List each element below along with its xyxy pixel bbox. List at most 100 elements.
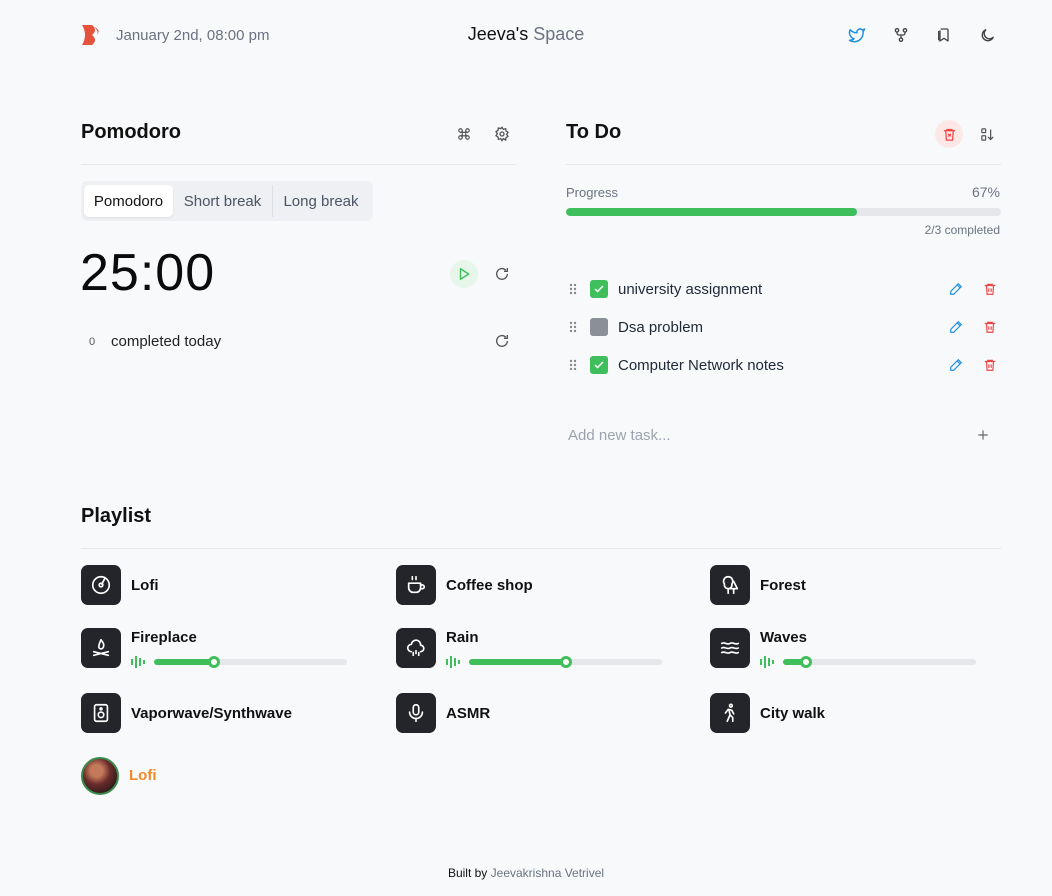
- trash-x-icon: [943, 128, 955, 141]
- trash-icon: [984, 283, 996, 295]
- rotate-icon: [496, 334, 508, 347]
- trash-icon: [984, 359, 996, 371]
- volume-control: [760, 656, 976, 668]
- microphone-icon: [396, 693, 436, 733]
- tab-short-break[interactable]: Short break: [183, 192, 262, 210]
- playlist-item-name: Waves: [760, 628, 807, 646]
- task-text: university assignment: [618, 280, 763, 298]
- volume-slider-knob[interactable]: [800, 656, 813, 668]
- drag-handle-icon[interactable]: [566, 358, 580, 372]
- sort-icon: [980, 127, 994, 141]
- plus-icon: [978, 430, 988, 440]
- volume-slider-knob[interactable]: [559, 656, 572, 668]
- clear-tasks-button[interactable]: [935, 120, 963, 148]
- campfire-icon: [81, 628, 121, 668]
- playlist-item[interactable]: Waves: [710, 628, 807, 668]
- sort-tasks-button[interactable]: [973, 120, 1001, 148]
- play-button[interactable]: [450, 260, 478, 288]
- check-icon: [594, 361, 604, 369]
- edit-task-button[interactable]: [944, 353, 968, 377]
- cloud-rain-icon: [396, 628, 436, 668]
- volume-slider-knob[interactable]: [207, 656, 220, 668]
- playlist-title: Playlist: [81, 505, 152, 527]
- playlist-item[interactable]: City walk: [710, 693, 825, 733]
- site-title-main: Jeeva's: [467, 24, 529, 44]
- add-task-button[interactable]: [973, 425, 993, 445]
- volume-slider-fill: [469, 659, 566, 665]
- vinyl-icon: [81, 565, 121, 605]
- bookmarks-icon[interactable]: [934, 25, 954, 45]
- playlist-item[interactable]: Rain: [396, 628, 479, 668]
- tab-separator: [272, 185, 273, 217]
- playlist-item[interactable]: ASMR: [396, 693, 490, 733]
- task-row: Dsa problem: [566, 313, 1002, 341]
- volume-slider-fill: [783, 659, 807, 665]
- volume-slider[interactable]: [783, 656, 976, 668]
- tab-pomodoro[interactable]: Pomodoro: [84, 185, 173, 217]
- playlist-item[interactable]: Coffee shop: [396, 565, 533, 605]
- todo-title: To Do: [566, 121, 622, 143]
- completed-count: 0: [89, 336, 96, 348]
- task-checkbox[interactable]: [590, 318, 608, 336]
- command-icon[interactable]: [450, 120, 478, 148]
- rotate-icon: [496, 267, 508, 280]
- task-checkbox[interactable]: [590, 280, 608, 298]
- play-icon: [459, 268, 470, 280]
- volume-slider[interactable]: [154, 656, 347, 668]
- task-checkbox[interactable]: [590, 356, 608, 374]
- drag-handle-icon[interactable]: [566, 320, 580, 334]
- now-playing-avatar[interactable]: [81, 757, 119, 795]
- playlist-item-name: Vaporwave/Synthwave: [131, 704, 292, 722]
- trash-icon: [984, 321, 996, 333]
- walking-icon: [710, 693, 750, 733]
- volume-slider[interactable]: [469, 656, 662, 668]
- playlist-item-name: Fireplace: [131, 628, 197, 646]
- playlist-item[interactable]: Forest: [710, 565, 806, 605]
- git-fork-icon[interactable]: [891, 25, 911, 45]
- task-text: Dsa problem: [618, 318, 704, 336]
- volume-control: [131, 656, 347, 668]
- delete-task-button[interactable]: [978, 315, 1002, 339]
- playlist-item-name: Lofi: [131, 576, 159, 594]
- moon-icon[interactable]: [977, 25, 997, 45]
- waves-icon: [710, 628, 750, 668]
- volume-control: [446, 656, 662, 668]
- playlist-item[interactable]: Vaporwave/Synthwave: [81, 693, 292, 733]
- playlist-item[interactable]: Lofi: [81, 565, 159, 605]
- pomodoro-divider: [81, 164, 516, 165]
- footer-author-link[interactable]: Jeevakrishna Vetrivel: [490, 866, 605, 880]
- volume-slider-fill: [154, 659, 214, 665]
- drag-handle-icon[interactable]: [566, 282, 580, 296]
- twitter-icon[interactable]: [847, 25, 867, 45]
- progress-percent: 67%: [971, 184, 1000, 200]
- pencil-icon: [950, 358, 963, 371]
- tab-long-break[interactable]: Long break: [283, 192, 359, 210]
- reset-count-button[interactable]: [488, 327, 516, 355]
- completed-label: completed today: [111, 333, 222, 350]
- settings-gear-icon[interactable]: [488, 120, 516, 148]
- pencil-icon: [950, 282, 963, 295]
- now-playing-label[interactable]: Lofi: [129, 767, 157, 784]
- edit-task-button[interactable]: [944, 277, 968, 301]
- delete-task-button[interactable]: [978, 353, 1002, 377]
- delete-task-button[interactable]: [978, 277, 1002, 301]
- speaker-icon: [81, 693, 121, 733]
- new-task-input[interactable]: [568, 427, 948, 444]
- playlist-item-name: City walk: [760, 704, 826, 722]
- volume-bars-icon: [446, 656, 460, 668]
- logo-icon[interactable]: [80, 24, 104, 46]
- site-title-muted: Space: [533, 24, 585, 44]
- footer-prefix: Built by: [447, 866, 488, 880]
- progress-bar-fill: [566, 208, 858, 216]
- coffee-icon: [396, 565, 436, 605]
- playlist-item-name: Rain: [446, 628, 479, 646]
- playlist-item[interactable]: Fireplace: [81, 628, 197, 668]
- footer: Built by Jeevakrishna Vetrivel: [0, 866, 1052, 880]
- reset-timer-button[interactable]: [488, 260, 516, 288]
- volume-bars-icon: [760, 656, 774, 668]
- edit-task-button[interactable]: [944, 315, 968, 339]
- pomodoro-tabs: Pomodoro Short break Long break: [81, 181, 373, 221]
- progress-count: 2/3 completed: [924, 223, 1000, 237]
- pencil-icon: [950, 320, 963, 333]
- todo-divider: [566, 164, 1001, 165]
